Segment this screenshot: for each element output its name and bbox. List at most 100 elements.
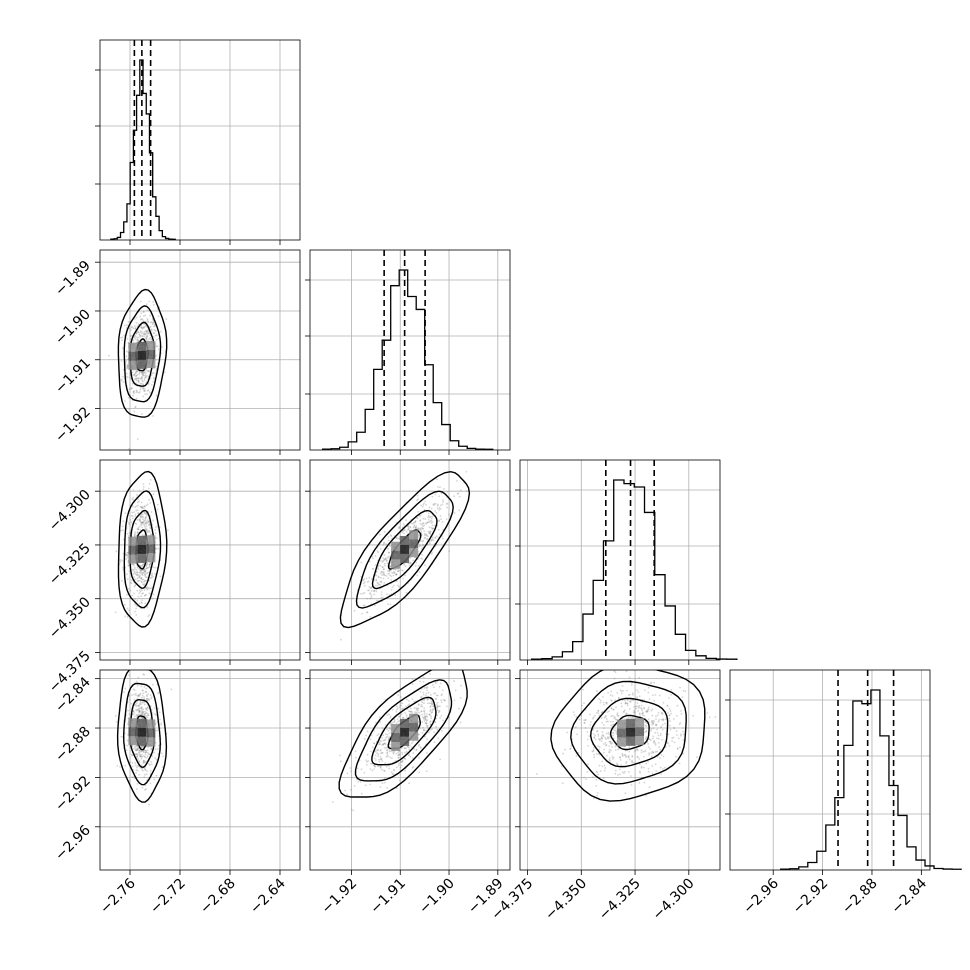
sample-point (140, 755, 142, 758)
sample-point (146, 393, 148, 396)
sample-point (411, 766, 414, 769)
sample-point (134, 764, 137, 767)
sample-point (145, 504, 148, 507)
sample-point (426, 724, 429, 727)
sample-point (619, 756, 622, 759)
sample-point (631, 754, 634, 757)
sample-point (145, 715, 147, 718)
sample-point (628, 746, 631, 748)
sample-point (146, 331, 149, 334)
sample-point (456, 479, 458, 482)
sample-point (140, 706, 143, 708)
sample-point (157, 315, 160, 318)
sample-point (427, 702, 429, 705)
sample-point (386, 754, 389, 756)
sample-point (136, 438, 139, 440)
sample-point (436, 707, 438, 709)
sample-point (383, 742, 386, 745)
sample-point (132, 569, 135, 572)
sample-point (141, 505, 144, 508)
sample-point (134, 746, 137, 749)
sample-point (144, 570, 147, 572)
scatter-panel-2-0 (99, 459, 301, 661)
sample-point (142, 755, 145, 757)
sample-point (137, 377, 140, 380)
sample-point (429, 672, 431, 675)
density-cell (409, 722, 419, 732)
sample-point (147, 714, 150, 717)
sample-point (380, 580, 383, 583)
sample-point (646, 710, 649, 713)
sample-point (420, 557, 422, 560)
sample-point (420, 710, 423, 713)
sample-point (382, 560, 384, 563)
sample-point (651, 723, 653, 726)
sample-point (614, 729, 617, 732)
sample-point (445, 518, 448, 520)
sample-point (672, 718, 675, 720)
sample-point (391, 586, 394, 589)
sample-point (138, 709, 140, 712)
sample-point (152, 493, 155, 496)
sample-point (385, 574, 388, 577)
sample-point (146, 606, 149, 609)
sample-point (400, 761, 403, 764)
sample-point (128, 534, 130, 537)
sample-point (585, 778, 588, 781)
sample-point (146, 695, 149, 698)
sample-point (607, 691, 610, 694)
sample-point (418, 771, 421, 774)
sample-point (436, 694, 439, 697)
sample-point (134, 584, 137, 587)
sample-point (596, 730, 599, 732)
sample-point (446, 490, 449, 493)
sample-point (379, 572, 382, 575)
sample-point (613, 729, 616, 732)
sample-point (149, 524, 151, 527)
sample-point (108, 354, 110, 357)
sample-point (433, 504, 436, 507)
sample-point (144, 324, 147, 327)
sample-point (134, 598, 137, 600)
sample-point (135, 769, 138, 771)
sample-point (424, 537, 427, 539)
sample-point (148, 338, 150, 341)
sample-point (380, 758, 383, 761)
sample-point (682, 730, 684, 733)
density-cell (137, 553, 147, 563)
sample-point (625, 760, 628, 763)
sample-point (145, 522, 148, 525)
sample-point (612, 720, 614, 723)
sample-point (619, 773, 621, 776)
sample-point (409, 710, 412, 713)
sample-point (128, 327, 131, 330)
sample-point (612, 723, 614, 726)
sample-point (427, 697, 430, 700)
sample-point (136, 684, 139, 687)
sample-point (138, 576, 141, 579)
sample-point (427, 535, 429, 538)
sample-point (142, 374, 144, 377)
sample-point (138, 707, 141, 710)
sample-point (379, 564, 382, 567)
sample-point (591, 750, 594, 753)
sample-point (133, 392, 136, 395)
sample-point (668, 724, 671, 727)
sample-point (380, 768, 383, 771)
sample-point (681, 696, 684, 699)
sample-point (388, 767, 391, 770)
sample-point (383, 554, 386, 557)
sample-point (384, 738, 387, 741)
sample-point (421, 716, 424, 719)
sample-point (382, 559, 385, 562)
sample-point (630, 699, 633, 702)
sample-point (369, 592, 372, 595)
panel-frame (729, 669, 931, 871)
sample-point (435, 535, 438, 538)
sample-point (611, 745, 614, 748)
sample-point (126, 372, 128, 375)
sample-point (350, 808, 353, 811)
sample-point (148, 370, 151, 373)
sample-point (141, 335, 144, 338)
sample-point (420, 528, 422, 531)
